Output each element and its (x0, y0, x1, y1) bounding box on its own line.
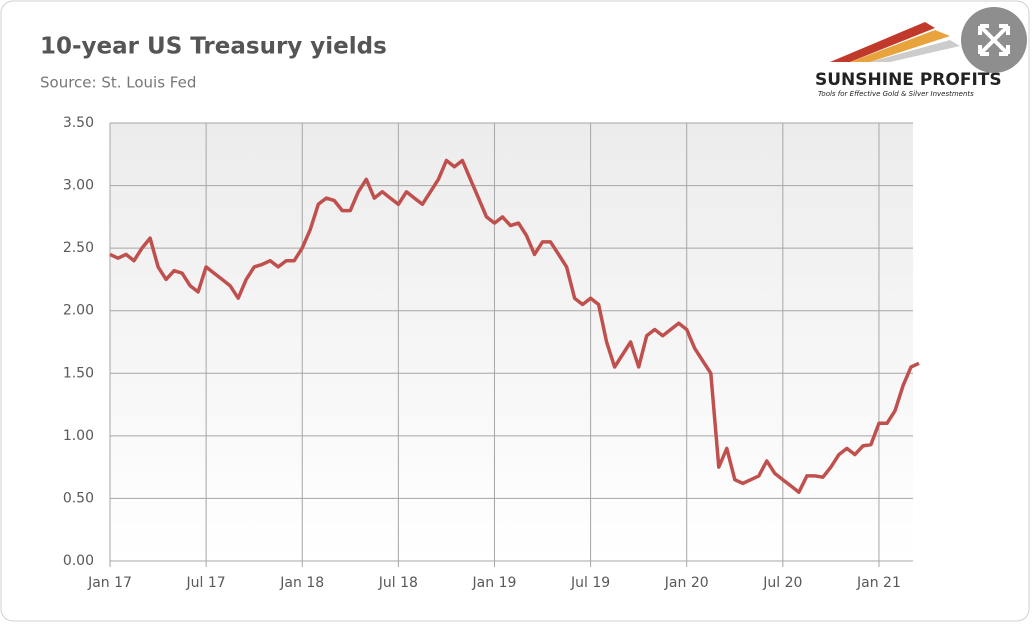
x-tick-label: Jul 19 (570, 575, 610, 591)
y-tick-label: 2.00 (63, 303, 94, 319)
expand-icon[interactable] (978, 24, 1010, 56)
plot-area (110, 123, 913, 561)
x-tick-label: Jan 20 (664, 575, 709, 591)
x-tick-label: Jul 18 (378, 575, 418, 591)
logo-tagline: Tools for Effective Gold & Silver Invest… (818, 90, 974, 98)
chart-title: 10-year US Treasury yields (40, 34, 387, 60)
x-tick-label: Jul 17 (186, 575, 226, 591)
expand-button[interactable] (961, 7, 1027, 73)
x-tick-label: Jul 20 (762, 575, 802, 591)
x-tick-label: Jan 17 (87, 575, 132, 591)
y-tick-label: 2.50 (63, 240, 94, 256)
logo: SUNSHINE PROFITS Tools for Effective Gol… (815, 22, 1002, 98)
y-tick-label: 0.00 (63, 553, 94, 569)
chart-subtitle: Source: St. Louis Fed (40, 74, 196, 92)
y-tick-label: 0.50 (63, 490, 94, 506)
x-tick-label: Jan 21 (856, 575, 901, 591)
y-tick-label: 3.00 (63, 178, 94, 194)
x-tick-label: Jan 19 (472, 575, 517, 591)
y-tick-label: 1.00 (63, 428, 94, 444)
series-line (109, 158, 920, 494)
logo-swoosh (830, 22, 935, 62)
logo-name: SUNSHINE PROFITS (815, 70, 1002, 90)
logo-swoosh (850, 30, 950, 62)
y-tick-label: 3.50 (63, 115, 94, 131)
x-tick-label: Jan 18 (279, 575, 324, 591)
logo-swoosh (870, 40, 960, 62)
y-tick-label: 1.50 (63, 365, 94, 381)
